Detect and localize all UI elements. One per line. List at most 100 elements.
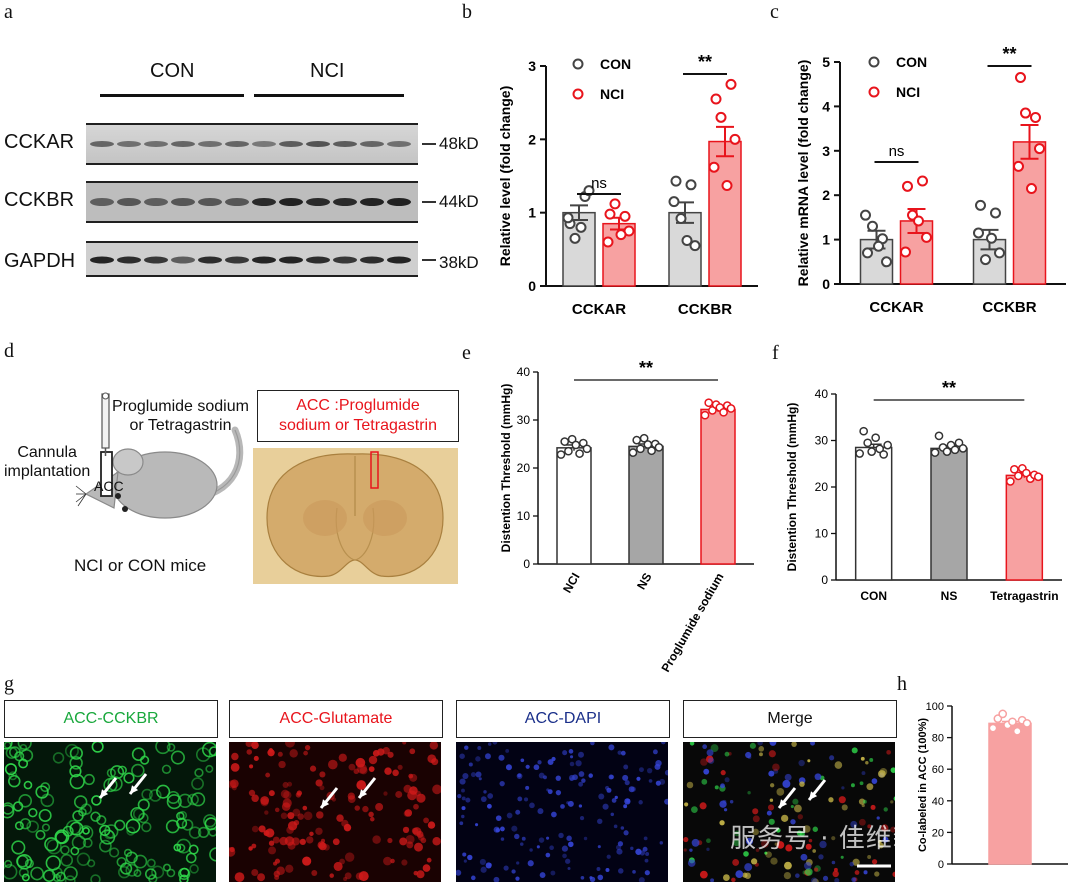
y-tick-label: 20 [517, 461, 531, 475]
cell [597, 845, 601, 849]
cell [606, 787, 612, 793]
cell [384, 767, 392, 775]
cell [768, 750, 776, 758]
blot-band [252, 256, 276, 264]
cell [810, 742, 816, 746]
cell [248, 789, 256, 797]
data-point [708, 161, 720, 173]
data-point [721, 180, 733, 192]
cell [626, 798, 630, 803]
data-point [1012, 726, 1022, 736]
cell [812, 826, 818, 832]
cell [652, 749, 658, 755]
cell [579, 815, 585, 821]
cell [478, 777, 482, 781]
cell [126, 826, 136, 836]
cell [813, 867, 819, 872]
header-cckbr-text: ACC-CCKBR [63, 710, 159, 727]
cell [561, 845, 568, 852]
cell [622, 774, 629, 781]
cell [858, 798, 866, 805]
cell [617, 841, 624, 847]
cell [60, 845, 70, 855]
cell [832, 870, 839, 878]
kd-label-38: 38kD [439, 253, 479, 272]
y-tick-label: 20 [815, 480, 829, 494]
data-point [1022, 719, 1032, 728]
cell [286, 826, 294, 834]
bar [628, 445, 664, 565]
blot-band [117, 141, 141, 147]
cell [297, 813, 304, 820]
cell [767, 804, 775, 811]
data-point [556, 450, 566, 459]
cell [796, 830, 803, 836]
cell [776, 828, 781, 833]
cell [315, 779, 323, 787]
cell [166, 868, 176, 878]
bar [930, 447, 968, 581]
cell [802, 870, 807, 875]
cell [18, 794, 33, 808]
header-dapi: ACC-DAPI [456, 700, 670, 738]
legend-marker [572, 58, 584, 70]
blot-band [144, 256, 168, 264]
mouse-illustration: ACC [75, 392, 244, 519]
cell [131, 763, 145, 778]
blot-band [279, 198, 303, 206]
cell [73, 795, 88, 809]
y-tick-label: 4 [822, 98, 830, 114]
cell [648, 779, 653, 783]
cell [623, 830, 629, 836]
cell [878, 842, 884, 849]
cell [638, 877, 645, 882]
cell [578, 751, 584, 758]
y-tick-label: 80 [932, 733, 944, 745]
cell [387, 751, 394, 758]
cell [782, 779, 791, 788]
data-point [619, 210, 631, 222]
data-point [582, 444, 592, 454]
y-tick-label: 60 [932, 764, 944, 776]
panel-letter-f: f [772, 342, 779, 364]
cell [840, 855, 844, 859]
cell [229, 780, 237, 789]
cell [890, 767, 895, 773]
cell [831, 860, 836, 865]
cell [30, 866, 44, 881]
cell [303, 811, 313, 821]
cell [69, 746, 83, 760]
cell [336, 814, 344, 822]
cell [487, 793, 494, 799]
cell [181, 819, 194, 831]
cell [485, 862, 492, 869]
cell [347, 792, 355, 800]
header-merge-text: Merge [767, 710, 813, 727]
blot-band [306, 141, 330, 147]
cell [194, 768, 204, 778]
cell [383, 791, 388, 796]
cell [63, 866, 78, 881]
data-point [1030, 112, 1041, 123]
cell [761, 839, 769, 848]
cell [568, 749, 574, 754]
cell [545, 852, 551, 858]
cell [260, 796, 270, 805]
data-point [729, 133, 741, 145]
cell [562, 853, 567, 859]
cell [514, 833, 520, 840]
cell [348, 763, 356, 771]
cell [752, 815, 760, 823]
blot-band [306, 256, 330, 264]
cell [719, 820, 725, 826]
cell [617, 868, 624, 874]
bar [556, 447, 592, 565]
y-tick-label: 40 [932, 796, 944, 808]
y-tick-label: 3 [528, 58, 536, 74]
cell [483, 790, 487, 794]
cell [660, 742, 666, 745]
data-point [883, 440, 893, 450]
cell [578, 804, 583, 808]
cell [527, 860, 534, 867]
cell [549, 845, 554, 851]
